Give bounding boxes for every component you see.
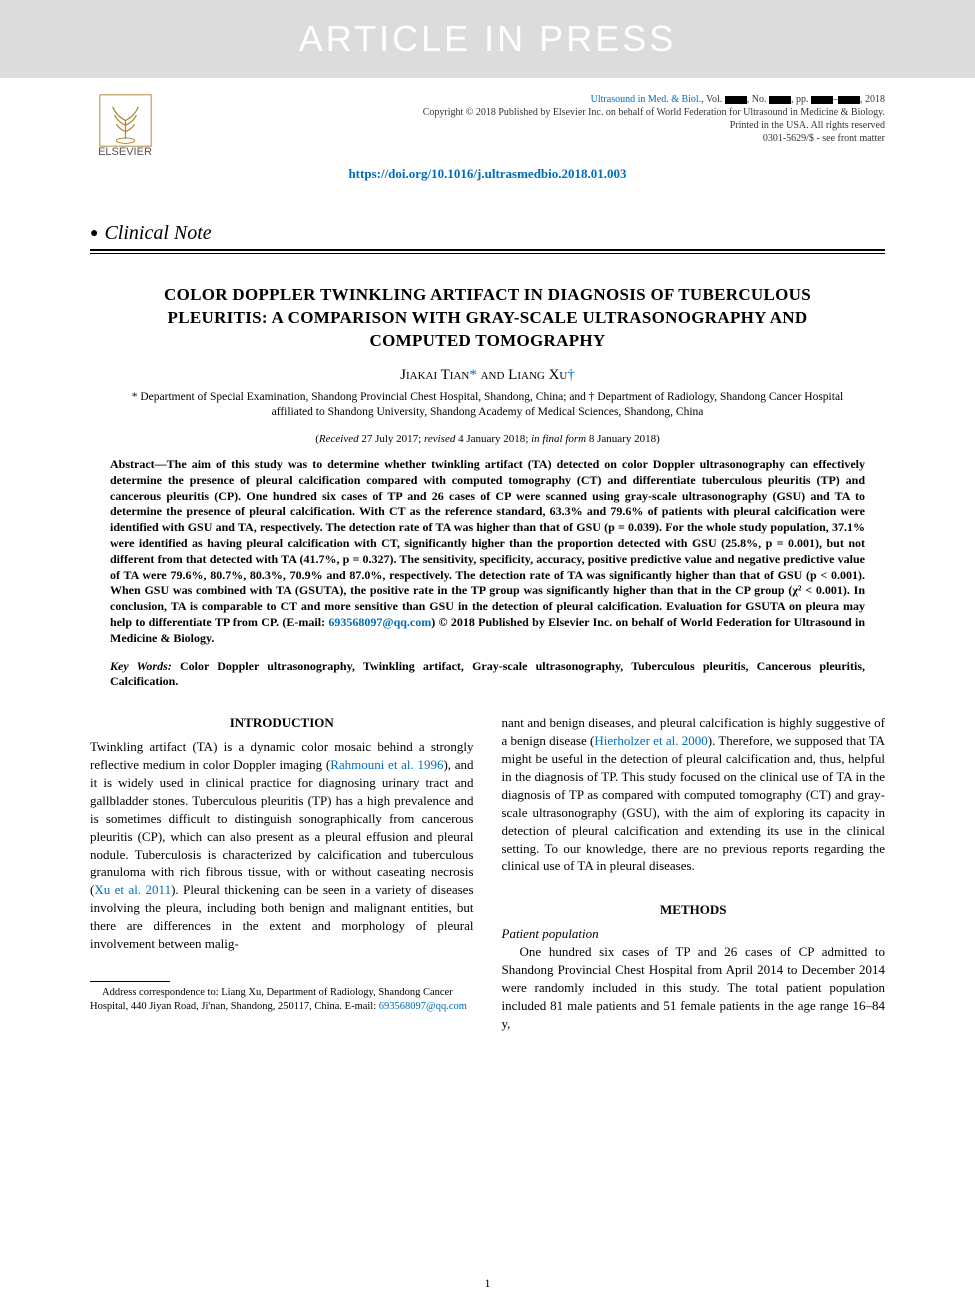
title-block: COLOR DOPPLER TWINKLING ARTIFACT IN DIAG…	[90, 284, 885, 445]
abstract: Abstract—The aim of this study was to de…	[110, 457, 865, 647]
received-date: 27 July 2017	[361, 433, 418, 445]
article-title: COLOR DOPPLER TWINKLING ARTIFACT IN DIAG…	[90, 284, 885, 353]
page-number: 1	[0, 1276, 975, 1291]
intro-paragraph-2: nant and benign diseases, and pleural ca…	[502, 714, 886, 875]
author-2-name: Liang Xu	[508, 367, 567, 383]
revised-label: revised	[424, 433, 455, 445]
journal-meta: Ultrasound in Med. & Biol., Vol. , No. ,…	[423, 93, 885, 158]
redacted-pp2	[838, 96, 860, 104]
received-label: Received	[319, 433, 359, 445]
abstract-head: Abstract—	[110, 457, 167, 471]
year: 2018	[865, 94, 885, 105]
publisher-logo: ELSEVIER	[90, 93, 160, 158]
methods-text-1: One hundred six cases of TP and 26 cases…	[502, 944, 886, 1031]
revised-date: 4 January 2018	[458, 433, 525, 445]
journal-name: Ultrasound in Med. & Biol.	[591, 94, 702, 105]
corresponding-author-footnote: Address correspondence to: Liang Xu, Dep…	[90, 986, 474, 1013]
keywords: Key Words: Color Doppler ultrasonography…	[110, 659, 865, 690]
vol-label: Vol.	[706, 94, 722, 105]
redacted-vol	[725, 96, 747, 104]
final-label: in final form	[531, 433, 586, 445]
article-in-press-banner: ARTICLE IN PRESS	[0, 0, 975, 78]
keywords-head: Key Words:	[110, 659, 172, 673]
abstract-body-pre: The aim of this study was to determine w…	[110, 457, 865, 629]
affiliations: * Department of Special Examination, Sha…	[130, 390, 845, 421]
title-line-3: COMPUTED TOMOGRAPHY	[370, 331, 606, 350]
pp-label: pp.	[796, 94, 809, 105]
keywords-text: Color Doppler ultrasonography, Twinkling…	[110, 659, 865, 689]
methods-heading: METHODS	[502, 901, 886, 919]
citation-xu[interactable]: Xu et al. 2011	[94, 882, 171, 897]
printed-line: Printed in the USA. All rights reserved	[423, 119, 885, 132]
footnote-rule	[90, 981, 170, 982]
footnote-email-link[interactable]: 693568097@qq.com	[379, 1001, 467, 1012]
patient-population-heading: Patient population	[502, 925, 886, 943]
intro-text-1b: ), and it is widely used in clinical pra…	[90, 757, 474, 898]
left-column: INTRODUCTION Twinkling artifact (TA) is …	[90, 714, 474, 1033]
header-row: ELSEVIER Ultrasound in Med. & Biol., Vol…	[0, 78, 975, 158]
citation-rahmouni[interactable]: Rahmouni et al. 1996	[330, 757, 443, 772]
article-type-text: Clinical Note	[104, 222, 211, 244]
article-type-heading: ● Clinical Note	[90, 222, 885, 251]
publisher-name: ELSEVIER	[98, 146, 152, 158]
introduction-heading: INTRODUCTION	[90, 714, 474, 732]
bullet-icon: ●	[90, 226, 98, 241]
intro-paragraph-1: Twinkling artifact (TA) is a dynamic col…	[90, 738, 474, 953]
author-sep: and	[477, 367, 508, 383]
redacted-pp1	[811, 96, 833, 104]
elsevier-tree-icon	[98, 93, 153, 148]
article-dates: (Received 27 July 2017; revised 4 Januar…	[90, 433, 885, 445]
author-1-affil-marker: *	[469, 367, 477, 383]
intro-text-2b: ). Therefore, we supposed that TA might …	[502, 733, 886, 874]
doi-link[interactable]: https://doi.org/10.1016/j.ultrasmedbio.2…	[0, 166, 975, 182]
citation-hierholzer[interactable]: Hierholzer et al. 2000	[594, 733, 707, 748]
no-label: No.	[752, 94, 767, 105]
copyright-line: Copyright © 2018 Published by Elsevier I…	[423, 106, 885, 119]
abstract-email-link[interactable]: 693568097@qq.com	[328, 615, 431, 629]
rule-under-type	[90, 253, 885, 254]
final-date: 8 January 2018	[589, 433, 656, 445]
title-line-1: COLOR DOPPLER TWINKLING ARTIFACT IN DIAG…	[164, 285, 811, 304]
right-column: nant and benign diseases, and pleural ca…	[502, 714, 886, 1033]
author-1-name: Jiakai Tian	[400, 367, 469, 383]
body-columns: INTRODUCTION Twinkling artifact (TA) is …	[90, 714, 885, 1033]
issn-line: 0301-5629/$ - see front matter	[423, 132, 885, 145]
title-line-2: PLEURITIS: A COMPARISON WITH GRAY-SCALE …	[168, 308, 808, 327]
redacted-no	[769, 96, 791, 104]
methods-paragraph-1: One hundred six cases of TP and 26 cases…	[502, 943, 886, 1033]
author-2-affil-marker: †	[567, 367, 575, 383]
authors-line: Jiakai Tian* and Liang Xu†	[90, 367, 885, 384]
